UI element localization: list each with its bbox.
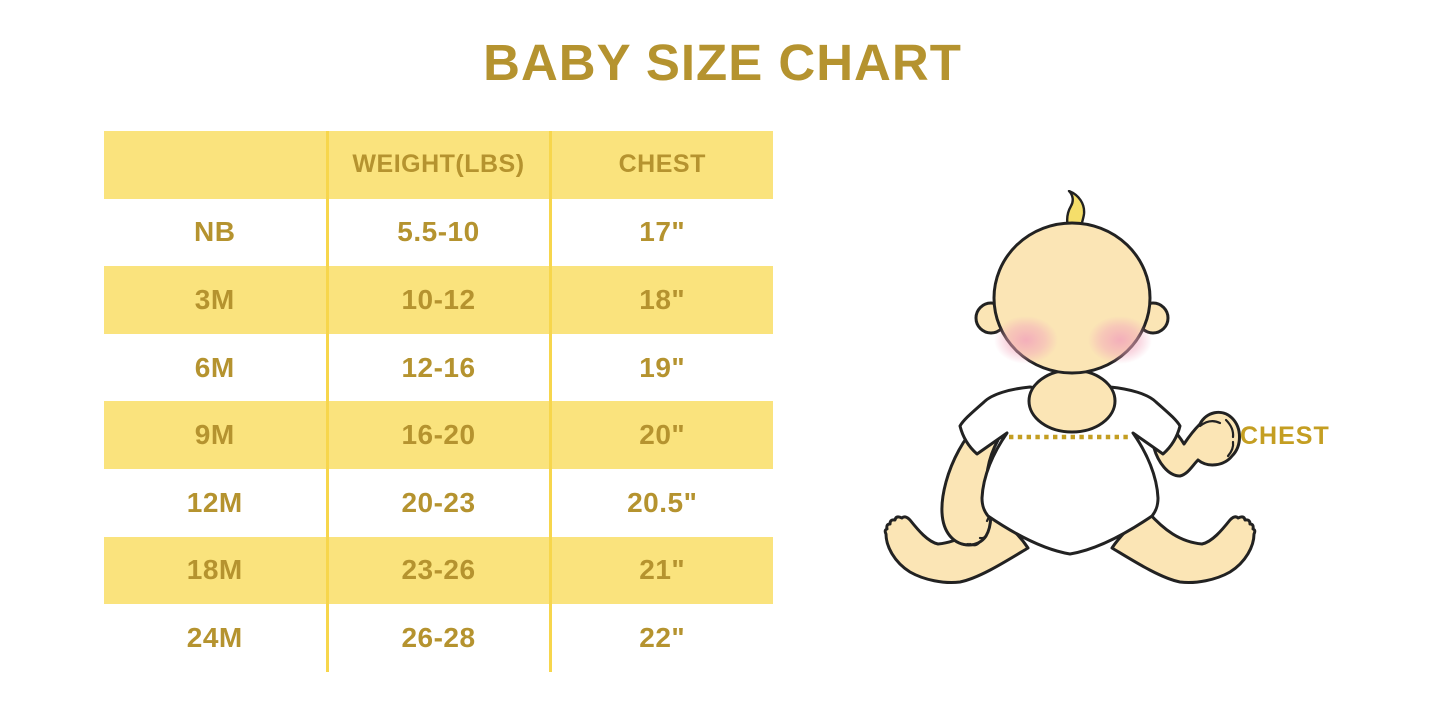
baby-hand-finger-lines — [956, 504, 991, 547]
weight-cell: 26-28 — [325, 604, 550, 672]
chest-cell: 17" — [548, 198, 773, 267]
baby-leg-left — [883, 510, 1030, 584]
table-header-row: WEIGHT(LBS) CHEST — [104, 131, 773, 199]
table-row: 9M 16-20 20" — [104, 401, 773, 469]
weight-cell: 20-23 — [325, 468, 550, 537]
size-cell: 9M — [194, 419, 235, 451]
size-cell: 12M — [186, 486, 243, 518]
chest-cell: 21" — [548, 536, 773, 605]
weight-cell: 12-16 — [325, 333, 550, 402]
baby-neck — [1027, 368, 1117, 434]
table-row: 24M 26-28 22" — [104, 604, 773, 672]
weight-cell: 10-12 — [325, 266, 550, 334]
size-cell: NB — [194, 216, 236, 248]
size-cell: 6M — [194, 351, 235, 383]
chest-cell: 20" — [548, 401, 773, 469]
column-header-chest: CHEST — [548, 131, 773, 199]
baby-illustration — [883, 189, 1257, 584]
size-cell: 3M — [194, 283, 235, 315]
chest-measure-label: CHEST — [1240, 422, 1330, 450]
size-table: WEIGHT(LBS) CHEST NB 5.5-10 17" 3M 10-12… — [104, 131, 773, 672]
baby-arm-right — [1152, 410, 1241, 478]
chest-cell: 22" — [548, 604, 773, 672]
baby-figure — [880, 189, 1260, 620]
baby-blush-left — [994, 316, 1058, 364]
baby-blush-right — [1088, 316, 1152, 364]
table-row: 6M 12-16 19" — [104, 333, 773, 402]
chest-cell: 20.5" — [548, 468, 773, 537]
table-row: 18M 23-26 21" — [104, 536, 773, 605]
column-header-weight: WEIGHT(LBS) — [325, 131, 550, 199]
table-row: 3M 10-12 18" — [104, 266, 773, 334]
weight-cell: 16-20 — [325, 401, 550, 469]
baby-onesie — [958, 385, 1182, 556]
size-cell: 24M — [186, 621, 243, 653]
column-header-size — [104, 131, 327, 199]
chest-cell: 18" — [548, 266, 773, 334]
weight-cell: 5.5-10 — [325, 198, 550, 267]
chest-cell: 19" — [548, 333, 773, 402]
table-row: NB 5.5-10 17" — [104, 198, 773, 267]
baby-fist-lines — [1198, 418, 1235, 458]
table-row: 12M 20-23 20.5" — [104, 468, 773, 537]
baby-leg-right — [1110, 510, 1257, 584]
weight-cell: 23-26 — [325, 536, 550, 605]
size-cell: 18M — [186, 554, 243, 586]
page-title: BABY SIZE CHART — [483, 34, 962, 91]
